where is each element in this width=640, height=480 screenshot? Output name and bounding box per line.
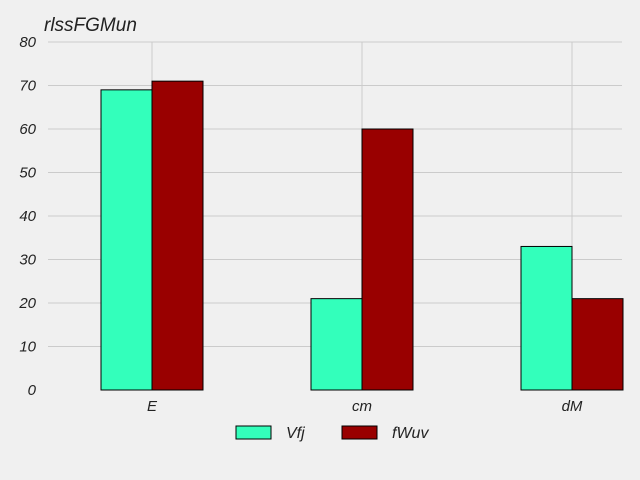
legend-label: Vfj	[286, 425, 305, 442]
legend: Vfj fWuv	[235, 425, 429, 442]
bars	[100, 80, 624, 391]
bar-fWuv-cm	[361, 128, 414, 391]
legend-swatch	[235, 425, 272, 440]
chart-title: rlssFGMun	[44, 15, 137, 36]
legend-swatch	[341, 425, 378, 440]
y-tick-label: 70	[19, 78, 36, 95]
legend-label: fWuv	[392, 425, 429, 442]
y-axis: 0 10 20 30 40 50 60 70 80	[18, 34, 36, 399]
y-tick-label: 10	[19, 339, 36, 356]
y-tick-label: 20	[18, 295, 36, 312]
bar-fWuv-dM	[571, 298, 624, 391]
bar-Vfj-E	[100, 89, 153, 391]
x-tick-label: cm	[352, 398, 372, 415]
y-tick-label: 60	[19, 121, 36, 138]
y-tick-label: 50	[19, 165, 36, 182]
y-tick-label: 30	[19, 252, 36, 269]
bar-Vfj-dM	[520, 245, 573, 391]
y-tick-label: 80	[19, 34, 36, 51]
bar-fWuv-E	[151, 80, 204, 391]
x-tick-label: E	[147, 398, 158, 415]
x-tick-label: dM	[562, 398, 583, 415]
y-tick-label: 0	[28, 382, 37, 399]
y-tick-label: 40	[19, 208, 36, 225]
bar-Vfj-cm	[310, 298, 363, 391]
